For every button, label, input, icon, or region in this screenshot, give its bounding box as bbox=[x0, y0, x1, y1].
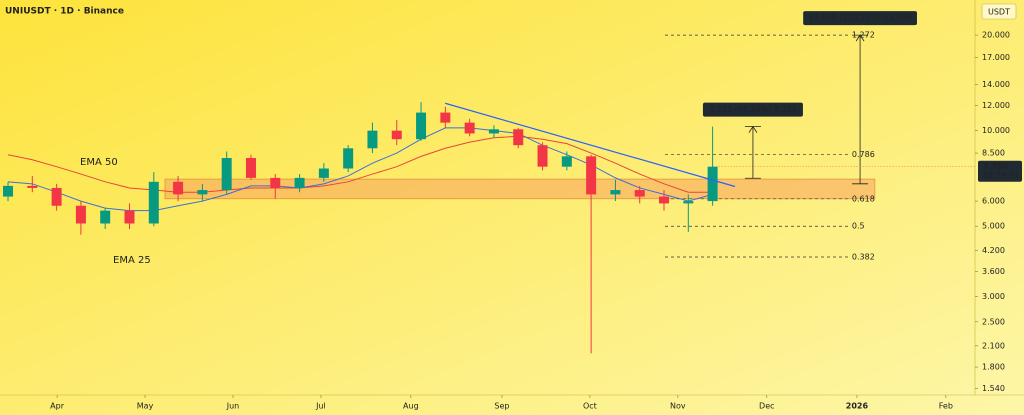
legend-label: EMA 25 bbox=[113, 255, 151, 266]
candle-body bbox=[537, 145, 548, 167]
fib-label: 0.5 bbox=[852, 222, 865, 231]
candle-body bbox=[51, 187, 62, 206]
candle-body bbox=[659, 196, 670, 204]
y-tick-label: 1.800 bbox=[982, 363, 1005, 372]
x-tick-label: Oct bbox=[583, 402, 597, 411]
candle-body bbox=[221, 158, 232, 191]
candle-body bbox=[561, 156, 572, 167]
ema-line bbox=[7, 135, 713, 193]
support-zone bbox=[164, 178, 876, 200]
candle-body bbox=[173, 181, 184, 195]
candle-body bbox=[707, 166, 718, 202]
candle-body bbox=[464, 122, 475, 134]
fib-label: 0.786 bbox=[852, 150, 875, 159]
x-tick-label: Apr bbox=[50, 402, 65, 411]
x-tick-label: Nov bbox=[670, 402, 686, 411]
measure-label: 13.598 (200.21%) 13,598 bbox=[809, 14, 912, 23]
candle-body bbox=[318, 168, 329, 178]
trendline bbox=[444, 102, 736, 188]
candle-body bbox=[27, 185, 38, 188]
y-tick-label: 2.500 bbox=[982, 317, 1005, 326]
fib-label: 0.382 bbox=[852, 252, 875, 261]
y-tick-label: 6.000 bbox=[982, 197, 1005, 206]
candle-body bbox=[148, 181, 159, 224]
y-tick-label: 10.000 bbox=[982, 126, 1010, 135]
candle-body bbox=[634, 190, 645, 197]
candle-body bbox=[75, 205, 86, 224]
x-tick-label: Jul bbox=[315, 402, 326, 411]
y-tick-label: 4.200 bbox=[982, 246, 1005, 255]
measure-box bbox=[803, 11, 917, 26]
x-tick-label: Feb bbox=[939, 402, 953, 411]
chart-title: UNIUSDT · 1D · Binance bbox=[5, 7, 124, 17]
candle-body bbox=[294, 177, 305, 188]
currency-box[interactable] bbox=[981, 3, 1017, 20]
y-tick-label: 3.000 bbox=[982, 292, 1005, 301]
arrow-head bbox=[748, 125, 758, 133]
candle-body bbox=[100, 210, 111, 224]
x-tick-label: Sep bbox=[494, 402, 509, 411]
arrow-head bbox=[855, 34, 865, 42]
currency: USDT bbox=[988, 8, 1010, 17]
candle-body bbox=[513, 129, 524, 146]
x-tick-label: Jun bbox=[226, 402, 240, 411]
last-price-box bbox=[978, 160, 1022, 182]
y-tick-label: 12.000 bbox=[982, 101, 1010, 110]
x-tick-label: May bbox=[137, 402, 154, 411]
candle-body bbox=[440, 112, 451, 123]
y-tick-label: 5.000 bbox=[982, 222, 1005, 231]
candle-body bbox=[270, 177, 281, 188]
measure-label: 3.221 (45.26%) 3,221 bbox=[709, 105, 797, 114]
candle-body bbox=[391, 130, 402, 140]
x-tick-label: Dec bbox=[759, 402, 774, 411]
candle-body bbox=[245, 158, 256, 178]
candle-body bbox=[586, 156, 597, 195]
x-tick-label: Aug bbox=[403, 402, 419, 411]
candle-body bbox=[683, 201, 694, 204]
candle-body bbox=[367, 130, 378, 149]
candle-body bbox=[197, 190, 208, 195]
fib-label: 0.618 bbox=[852, 194, 875, 203]
measure-box bbox=[702, 102, 803, 117]
candle-body bbox=[416, 112, 427, 140]
candle-body bbox=[343, 148, 354, 169]
countdown: 05:39:51 bbox=[983, 171, 1019, 180]
y-tick-label: 20.000 bbox=[982, 31, 1010, 40]
x-tick-label: 2026 bbox=[846, 402, 869, 411]
y-tick-label: 3.600 bbox=[982, 267, 1005, 276]
y-tick-label: 17.000 bbox=[982, 53, 1010, 62]
candle-body bbox=[124, 210, 135, 224]
y-tick-label: 1.540 bbox=[982, 384, 1005, 393]
candle-body bbox=[3, 185, 14, 197]
candle-body bbox=[488, 129, 499, 134]
y-tick-label: 8.500 bbox=[982, 149, 1005, 158]
candle-body bbox=[610, 190, 621, 195]
y-tick-label: 2.100 bbox=[982, 341, 1005, 350]
last-price-label: 7.700 bbox=[983, 162, 1009, 171]
y-tick-label: 14.000 bbox=[982, 80, 1010, 89]
legend-label: EMA 50 bbox=[80, 157, 118, 168]
